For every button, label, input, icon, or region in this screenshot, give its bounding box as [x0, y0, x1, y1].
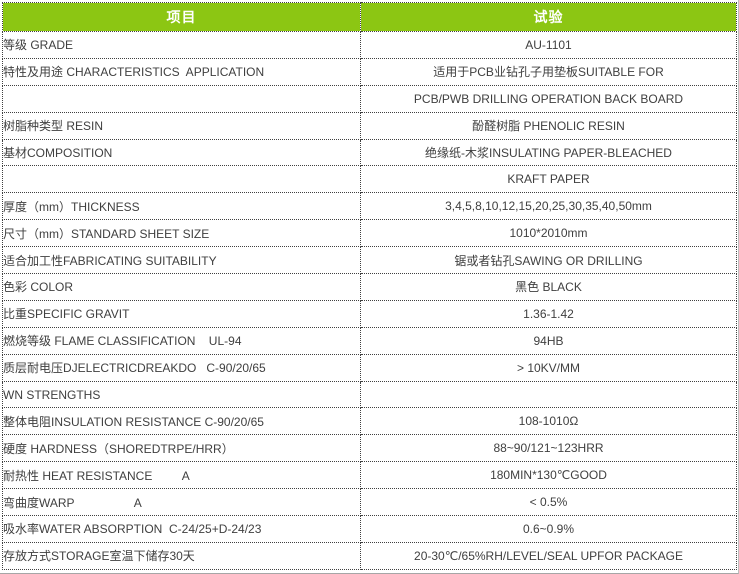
- item-cell: [2, 84, 361, 113]
- column-header-value: 试验: [360, 2, 737, 32]
- item-cell: 树脂种类型 RESIN: [2, 111, 361, 140]
- value-cell: 88~90/121~123HRR: [360, 434, 737, 463]
- item-cell: 硬度 HARDNESS（SHOREDTRPE/HRR）: [2, 434, 361, 463]
- value-cell: 绝缘纸-木浆INSULATING PAPER-BLEACHED: [360, 138, 737, 167]
- value-cell: > 10KV/MM: [360, 353, 737, 382]
- value-cell: 1010*2010mm: [360, 219, 737, 248]
- item-cell: 存放方式STORAGE室温下储存30天: [2, 541, 361, 570]
- table-row: 硬度 HARDNESS（SHOREDTRPE/HRR） 88~90/121~12…: [2, 434, 737, 463]
- table-row: 弯曲度WARP A < 0.5%: [2, 488, 737, 517]
- item-cell: 厚度（mm）THICKNESS: [2, 192, 361, 221]
- value-cell: 108-1010Ω: [360, 407, 737, 436]
- item-cell: 基材COMPOSITION: [2, 138, 361, 167]
- item-cell: [2, 165, 361, 194]
- column-header-item: 项目: [2, 2, 361, 32]
- value-cell: 180MIN*130℃GOOD: [360, 461, 737, 490]
- item-cell: WN STRENGTHS: [2, 380, 361, 409]
- value-cell: 1.36-1.42: [360, 299, 737, 328]
- value-cell: AU-1101: [360, 31, 737, 59]
- table-row: 耐热性 HEAT RESISTANCE A 180MIN*130℃GOOD: [2, 461, 737, 490]
- table-row: 整体电阻INSULATION RESISTANCE C-90/20/65 108…: [2, 407, 737, 436]
- table-row: 尺寸（mm）STANDARD SHEET SIZE 1010*2010mm: [2, 219, 737, 248]
- table-row: KRAFT PAPER: [2, 165, 737, 194]
- value-cell: 20-30℃/65%RH/LEVEL/SEAL UPFOR PACKAGE: [360, 541, 737, 570]
- table-row: 存放方式STORAGE室温下储存30天 20-30℃/65%RH/LEVEL/S…: [2, 541, 737, 570]
- value-cell: PCB/PWB DRILLING OPERATION BACK BOARD: [360, 84, 737, 113]
- table-row: WN STRENGTHS: [2, 380, 737, 409]
- table-row: 适合加工性FABRICATING SUITABILITY 锯或者钻孔SAWING…: [2, 246, 737, 275]
- value-cell: 黑色 BLACK: [360, 273, 737, 301]
- item-cell: 等级 GRADE: [2, 31, 361, 59]
- table-row: 树脂种类型 RESIN 酚醛树脂 PHENOLIC RESIN: [2, 111, 737, 140]
- table-row: 厚度（mm）THICKNESS 3,4,5,8,10,12,15,20,25,3…: [2, 192, 737, 221]
- item-cell: 色彩 COLOR: [2, 273, 361, 301]
- value-cell: 酚醛树脂 PHENOLIC RESIN: [360, 111, 737, 140]
- item-cell: 尺寸（mm）STANDARD SHEET SIZE: [2, 219, 361, 248]
- value-cell: 适用于PCB业钻孔子用垫板SUITABLE FOR: [360, 57, 737, 86]
- item-cell: 质层耐电压DJELECTRICDREAKDO C-90/20/65: [2, 353, 361, 382]
- item-cell: 整体电阻INSULATION RESISTANCE C-90/20/65: [2, 407, 361, 436]
- table-row: 特性及用途 CHARACTERISTICS APPLICATION 适用于PCB…: [2, 57, 737, 86]
- table-row: 燃烧等级 FLAME CLASSIFICATION UL-94 94HB: [2, 326, 737, 355]
- table-row: 吸水率WATER ABSORPTION C-24/25+D-24/23 0.6~…: [2, 515, 737, 543]
- value-cell: 锯或者钻孔SAWING OR DRILLING: [360, 246, 737, 275]
- table-row: 等级 GRADE AU-1101: [2, 31, 737, 59]
- value-cell: [360, 380, 737, 409]
- item-cell: 吸水率WATER ABSORPTION C-24/25+D-24/23: [2, 515, 361, 543]
- item-cell: 耐热性 HEAT RESISTANCE A: [2, 461, 361, 490]
- item-cell: 适合加工性FABRICATING SUITABILITY: [2, 246, 361, 275]
- item-cell: 比重SPECIFIC GRAVIT: [2, 299, 361, 328]
- header-row: 项目 试验: [2, 2, 737, 32]
- table-row: PCB/PWB DRILLING OPERATION BACK BOARD: [2, 84, 737, 113]
- value-cell: 94HB: [360, 326, 737, 355]
- value-cell: 3,4,5,8,10,12,15,20,25,30,35,40,50mm: [360, 192, 737, 221]
- value-cell: < 0.5%: [360, 488, 737, 517]
- item-cell: 燃烧等级 FLAME CLASSIFICATION UL-94: [2, 326, 361, 355]
- table-row: 比重SPECIFIC GRAVIT 1.36-1.42: [2, 299, 737, 328]
- value-cell: 0.6~0.9%: [360, 515, 737, 543]
- table-row: 质层耐电压DJELECTRICDREAKDO C-90/20/65 > 10KV…: [2, 353, 737, 382]
- item-cell: 弯曲度WARP A: [2, 488, 361, 517]
- table-row: 色彩 COLOR 黑色 BLACK: [2, 273, 737, 301]
- table-row: 基材COMPOSITION 绝缘纸-木浆INSULATING PAPER-BLE…: [2, 138, 737, 167]
- value-cell: KRAFT PAPER: [360, 165, 737, 194]
- item-cell: 特性及用途 CHARACTERISTICS APPLICATION: [2, 57, 361, 86]
